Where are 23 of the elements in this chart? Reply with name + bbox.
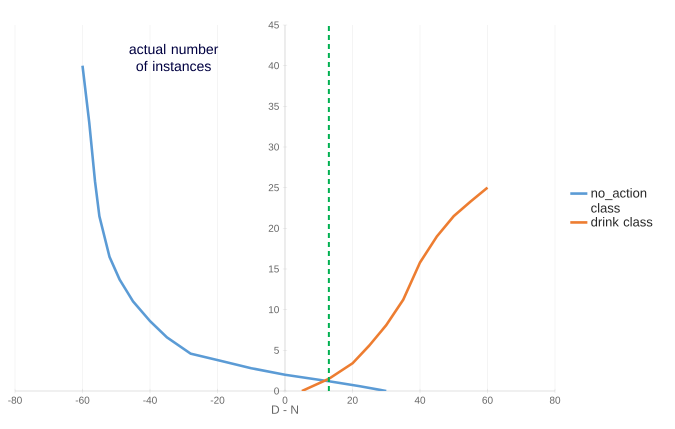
y-tick-label: 25: [268, 184, 279, 192]
x-tick-label: 40: [414, 396, 426, 404]
x-tick-label: -40: [143, 396, 157, 404]
y-tick-label: 40: [268, 62, 279, 70]
y-tick-label: 15: [268, 266, 279, 272]
y-tick-label: 10: [268, 306, 279, 314]
y-tick-label: 20: [268, 224, 279, 232]
x-tick-label: 0: [282, 396, 288, 404]
y-tick-label: 30: [268, 143, 279, 151]
legend-label: drink class: [591, 216, 652, 227]
y-tick-label: 35: [268, 102, 279, 110]
y-tick-label: 45: [268, 22, 279, 28]
line-series: [300, 186, 489, 391]
x-tick-label: 60: [482, 396, 493, 404]
x-tick-label: -80: [8, 396, 22, 404]
x-tick-label: -20: [210, 396, 224, 404]
y-tick-label: 5: [274, 346, 279, 354]
x-axis-title: D - N: [272, 406, 298, 414]
y-tick-label: 0: [274, 387, 279, 395]
x-tick-label: 20: [347, 396, 358, 404]
x-tick-label: -60: [76, 396, 90, 404]
x-tick-label: 80: [550, 396, 560, 404]
y-axis-title: actual number of instances: [129, 44, 218, 72]
